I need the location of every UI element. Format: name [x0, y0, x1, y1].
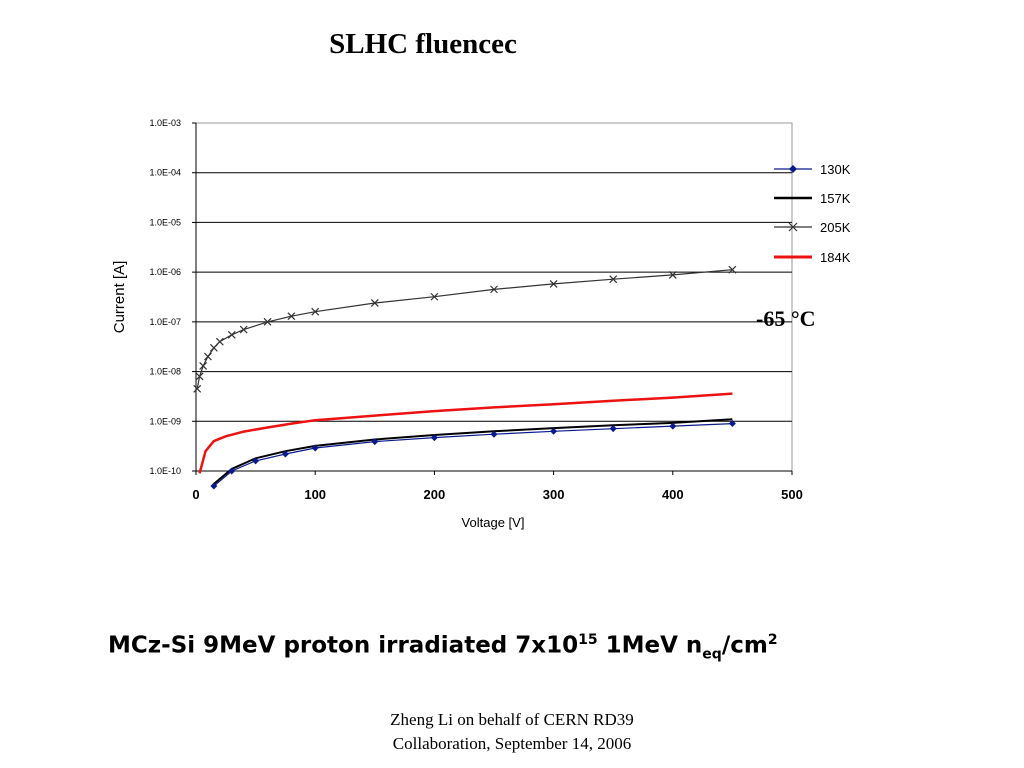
point-205K-1: [195, 372, 204, 381]
point-205K-4: [209, 343, 218, 352]
y-axis-ticks: 1.0E-03 1.0E-04 1.0E-05 1.0E-06 1.0E-07 1.0E-…: [149, 118, 196, 476]
legend-item-184K: 184K: [774, 250, 851, 265]
point-130K-11: [728, 420, 736, 428]
series-184K: [198, 392, 733, 474]
point-205K-0: [193, 384, 202, 393]
legend-marker-130K: [789, 165, 797, 173]
point-205K-12: [430, 292, 439, 301]
series-layer: [193, 265, 737, 490]
point-130K-5: [371, 438, 379, 446]
slide-title: SLHC fluencec: [329, 28, 517, 60]
point-205K-6: [227, 330, 236, 339]
point-205K-10: [311, 307, 320, 316]
x-tick-label-3: 300: [543, 487, 565, 502]
series-157K: [213, 418, 733, 485]
temperature-annotation: -65 °C: [756, 306, 816, 331]
y-tick-label-7: 1.0E-10: [149, 466, 181, 476]
point-205K-16: [668, 270, 677, 279]
x-axis-ticks: 0 100 200 300 400 500: [192, 471, 803, 502]
point-130K-1: [228, 467, 236, 475]
x-tick-label-1: 100: [304, 487, 326, 502]
point-205K-2: [199, 361, 208, 370]
legend-item-205K: 205K: [774, 220, 851, 235]
point-130K-10: [669, 422, 677, 430]
point-130K-3: [281, 450, 289, 458]
point-205K-8: [263, 317, 272, 326]
point-205K-14: [549, 279, 558, 288]
point-130K-9: [609, 425, 617, 433]
point-130K-2: [252, 457, 260, 465]
y-tick-label-6: 1.0E-09: [149, 416, 181, 426]
y-tick-label-0: 1.0E-03: [149, 118, 181, 128]
legend-label-157K: 157K: [820, 191, 851, 206]
footer-line-2: Collaboration, September 14, 2006: [392, 734, 632, 753]
y-tick-label-5: 1.0E-08: [149, 367, 181, 377]
series-line-130K: [213, 423, 733, 487]
plot-area-frame: [195, 122, 793, 472]
legend-item-157K: 157K: [774, 191, 851, 206]
series-line-157K: [213, 418, 733, 485]
y-tick-label-3: 1.0E-06: [149, 267, 181, 277]
legend-item-130K: 130K: [774, 162, 851, 177]
footer-line-1: Zheng Li on behalf of CERN RD39: [390, 710, 634, 729]
point-205K-13: [490, 285, 498, 294]
legend-label-130K: 130K: [820, 162, 851, 177]
legend-marker-205K: [788, 222, 798, 232]
point-130K-4: [311, 444, 319, 452]
y-tick-label-2: 1.0E-05: [149, 217, 181, 227]
x-tick-label-4: 400: [662, 487, 684, 502]
y-tick-label-4: 1.0E-07: [149, 317, 181, 327]
point-130K-0: [210, 482, 218, 490]
point-205K-15: [609, 275, 618, 284]
x-tick-label-2: 200: [424, 487, 446, 502]
point-205K-3: [203, 352, 212, 361]
series-130K: [210, 420, 736, 490]
caption-exponent-2: 2: [767, 632, 778, 648]
point-205K-11: [370, 299, 379, 307]
caption-exponent: 15: [578, 632, 598, 648]
x-axis-label: Voltage [V]: [462, 515, 525, 530]
caption: MCz-Si 9MeV proton irradiated 7x1015 1Me…: [108, 632, 778, 662]
caption-suffix: /cm: [721, 632, 768, 659]
point-130K-6: [430, 434, 438, 442]
point-205K-9: [287, 312, 296, 321]
y-axis-label: Current [A]: [111, 261, 128, 334]
x-tick-label-0: 0: [192, 487, 199, 502]
x-tick-label-5: 500: [781, 487, 803, 502]
point-205K-17: [728, 265, 737, 274]
point-205K-5: [215, 337, 224, 346]
point-130K-7: [490, 430, 498, 438]
caption-subscript: eq: [702, 646, 722, 663]
y-tick-label-1: 1.0E-04: [149, 168, 181, 178]
point-205K-7: [239, 325, 248, 334]
caption-mid: 1MeV n: [597, 632, 703, 659]
legend-label-205K: 205K: [820, 220, 851, 235]
footer: Zheng Li on behalf of CERN RD39 Collabor…: [312, 708, 712, 756]
series-line-184K: [198, 392, 733, 474]
point-130K-8: [550, 427, 558, 435]
legend-label-184K: 184K: [820, 250, 851, 265]
legend: 130K 157K 205K 184K: [774, 162, 851, 265]
series-205K: [193, 265, 737, 393]
caption-prefix: MCz-Si 9MeV proton irradiated 7x10: [108, 632, 579, 659]
